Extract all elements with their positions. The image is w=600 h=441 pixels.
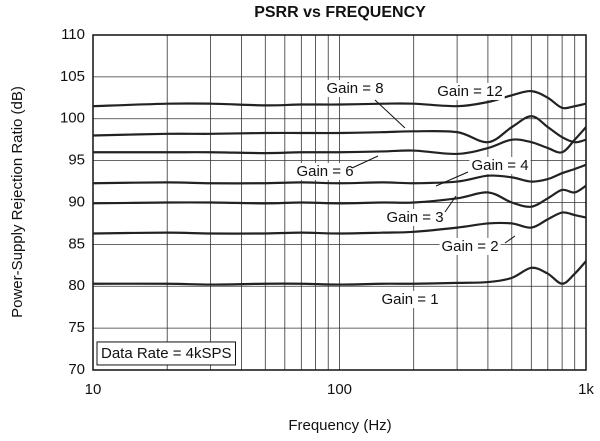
series-label: Gain = 8 bbox=[326, 80, 383, 97]
series-label: Gain = 4 bbox=[471, 157, 528, 174]
y-tick-label: 90 bbox=[68, 193, 85, 210]
annotation: Data Rate = 4kSPS bbox=[101, 345, 232, 362]
label-pointer bbox=[504, 235, 516, 244]
y-tick-label: 75 bbox=[68, 319, 85, 336]
series-label: Gain = 12 bbox=[437, 83, 502, 100]
annotation-box bbox=[96, 341, 236, 366]
series-line bbox=[92, 211, 587, 235]
x-axis-label: Frequency (Hz) bbox=[288, 417, 391, 434]
y-tick-label: 80 bbox=[68, 277, 85, 294]
series-label: Gain = 6 bbox=[296, 163, 353, 180]
y-tick-label: 105 bbox=[60, 68, 85, 85]
label-background bbox=[294, 162, 356, 180]
series-line bbox=[92, 163, 587, 185]
y-axis-label: Power-Supply Rejection Ratio (dB) bbox=[9, 86, 26, 318]
y-tick-label: 100 bbox=[60, 110, 85, 127]
series-line bbox=[92, 115, 587, 144]
series-label: Gain = 3 bbox=[386, 209, 443, 226]
label-pointer bbox=[351, 155, 379, 169]
series-line bbox=[92, 260, 587, 286]
series-line bbox=[92, 184, 587, 208]
x-tick-label: 10 bbox=[85, 381, 102, 398]
x-tick-label: 1k bbox=[578, 381, 594, 398]
label-pointer bbox=[435, 171, 469, 187]
label-background bbox=[435, 82, 505, 100]
x-tick-label: 100 bbox=[327, 381, 352, 398]
series-label: Gain = 1 bbox=[381, 291, 438, 308]
label-background bbox=[324, 79, 386, 97]
label-background bbox=[379, 290, 441, 308]
label-pointer bbox=[444, 195, 457, 213]
label-background bbox=[384, 208, 446, 226]
chart-title: PSRR vs FREQUENCY bbox=[254, 4, 426, 21]
y-tick-label: 110 bbox=[61, 26, 85, 43]
label-background bbox=[469, 156, 531, 174]
series-line bbox=[92, 89, 587, 110]
series-line bbox=[92, 126, 587, 156]
series-label: Gain = 2 bbox=[441, 238, 498, 255]
label-background bbox=[439, 237, 501, 255]
y-tick-label: 70 bbox=[68, 361, 85, 378]
label-pointer bbox=[374, 99, 406, 129]
y-tick-label: 95 bbox=[68, 152, 85, 169]
y-tick-label: 85 bbox=[68, 235, 85, 252]
